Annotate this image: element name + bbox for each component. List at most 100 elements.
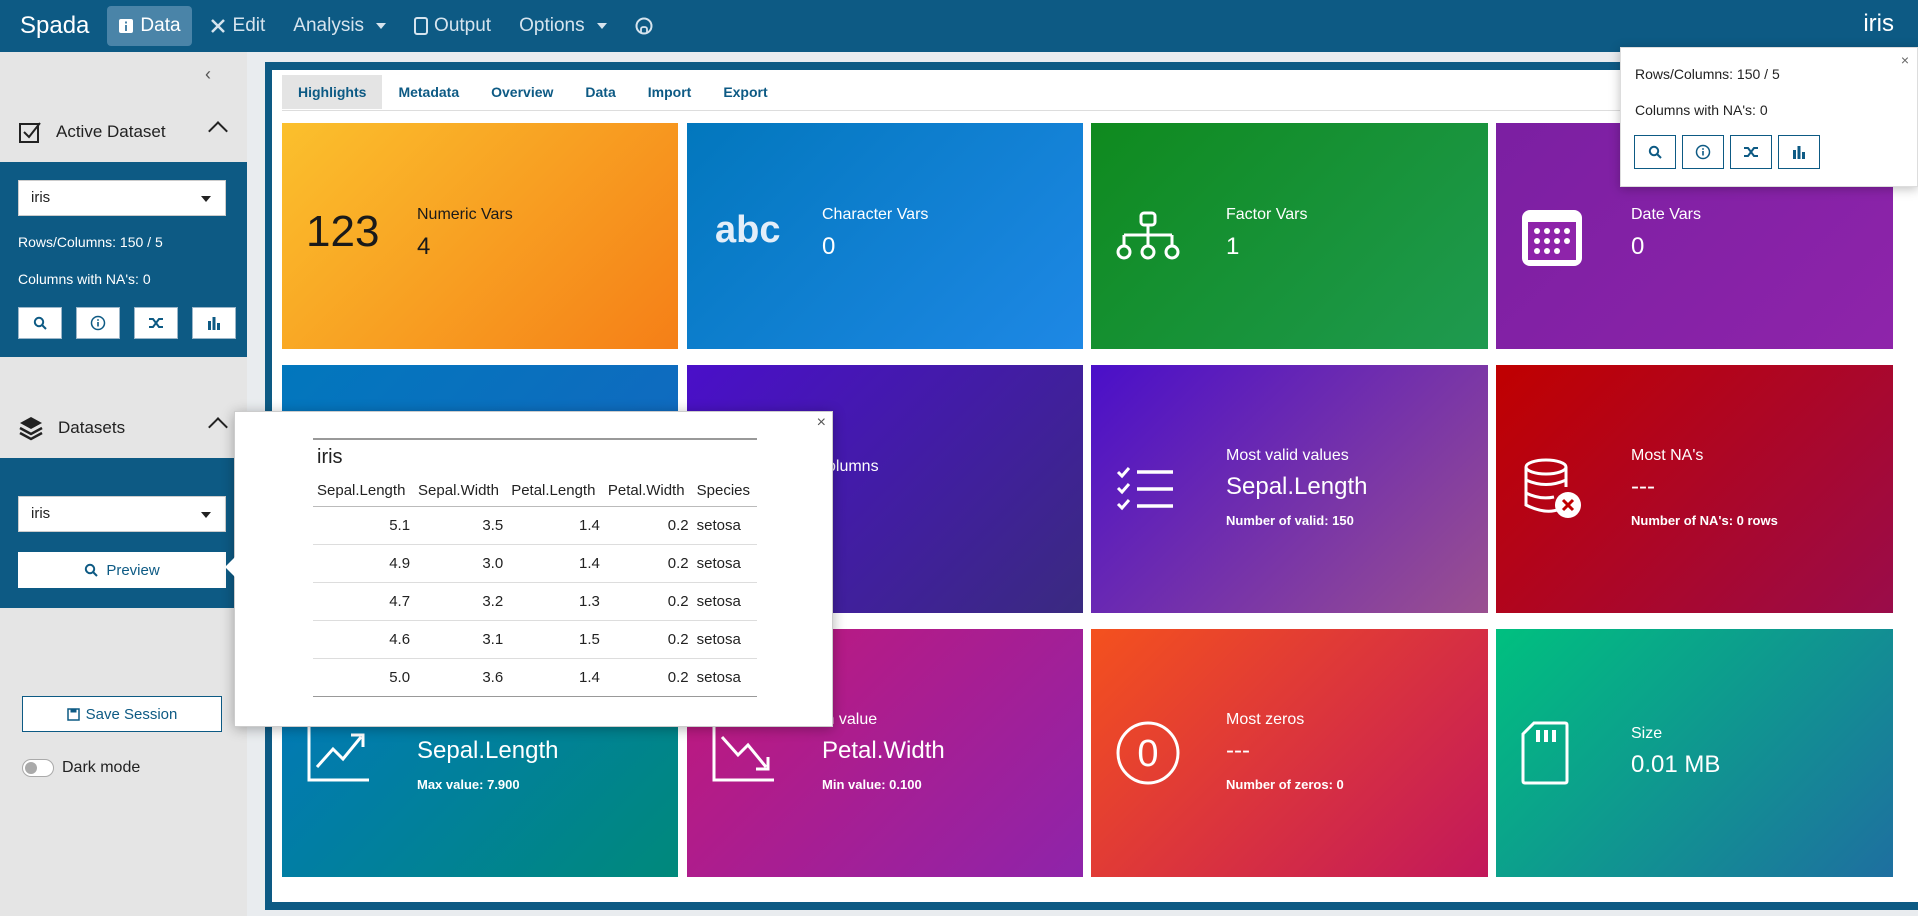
most-zeros-card: 0 Most zeros --- Number of zeros: 0 bbox=[1091, 629, 1488, 877]
most-na-sub: Number of NA's: 0 rows bbox=[1631, 513, 1778, 528]
chevron-left-icon[interactable]: ‹ bbox=[205, 64, 211, 84]
nav-analysis[interactable]: Analysis bbox=[282, 6, 397, 46]
preview-label: Preview bbox=[106, 561, 160, 579]
table-cell: 5.0 bbox=[313, 658, 415, 697]
tab-highlights[interactable]: Highlights bbox=[282, 75, 383, 109]
checkbox-icon bbox=[19, 122, 41, 143]
table-row: 5.0 3.6 1.4 0.2 setosa bbox=[313, 658, 757, 697]
chevron-up-icon[interactable] bbox=[208, 417, 228, 437]
current-dataset-name[interactable]: iris bbox=[1863, 10, 1894, 37]
chart-button[interactable] bbox=[192, 307, 236, 339]
popover-rows-columns: Rows/Columns: 150 / 5 bbox=[1635, 66, 1780, 82]
table-cell: 3.1 bbox=[414, 620, 508, 659]
dataset-info-popover: × Rows/Columns: 150 / 5 Columns with NA'… bbox=[1620, 47, 1918, 187]
date-vars-label: Date Vars bbox=[1631, 206, 1701, 223]
nav-output-label: Output bbox=[434, 15, 492, 36]
svg-text:0: 0 bbox=[1137, 733, 1158, 775]
table-header-row: Sepal.Length Sepal.Width Petal.Length Pe… bbox=[313, 475, 757, 507]
most-valid-card: Most valid values Sepal.Length Number of… bbox=[1091, 365, 1488, 613]
factor-vars-value: 1 bbox=[1226, 233, 1240, 260]
search-button[interactable] bbox=[18, 307, 62, 339]
tab-data[interactable]: Data bbox=[585, 84, 616, 100]
info-icon bbox=[119, 19, 134, 33]
list-check-icon bbox=[1116, 467, 1173, 511]
character-vars-card: abc Character Vars 0 bbox=[687, 123, 1083, 349]
nav-analysis-label: Analysis bbox=[293, 15, 365, 36]
save-session-button[interactable]: Save Session bbox=[22, 696, 222, 732]
active-dataset-value: iris bbox=[31, 189, 51, 206]
character-vars-label: Character Vars bbox=[822, 206, 929, 223]
character-vars-value: 0 bbox=[822, 233, 836, 260]
date-vars-value: 0 bbox=[1631, 233, 1645, 260]
table-cell: setosa bbox=[692, 582, 757, 621]
popover-chart-button[interactable] bbox=[1778, 135, 1820, 169]
nav-edit[interactable]: Edit bbox=[198, 6, 277, 46]
brand-logo[interactable]: Spada bbox=[20, 12, 90, 39]
nav-options-label: Options bbox=[519, 15, 585, 36]
tab-export[interactable]: Export bbox=[723, 84, 768, 100]
most-na-card: Most NA's --- Number of NA's: 0 rows bbox=[1496, 365, 1893, 613]
nav-options[interactable]: Options bbox=[508, 6, 617, 46]
sd-card-icon bbox=[1521, 721, 1569, 785]
chevron-up-icon[interactable] bbox=[208, 121, 228, 141]
tools-icon bbox=[210, 19, 225, 33]
column-header: Petal.Width bbox=[603, 475, 693, 507]
active-dataset-header[interactable]: Active Dataset bbox=[0, 102, 247, 162]
popover-shuffle-button[interactable] bbox=[1730, 135, 1772, 169]
table-cell: 1.4 bbox=[507, 506, 604, 545]
table-row: 4.6 3.1 1.5 0.2 setosa bbox=[313, 620, 757, 659]
table-cell: 0.2 bbox=[603, 506, 693, 545]
most-zeros-value: --- bbox=[1226, 737, 1250, 764]
factor-vars-label: Factor Vars bbox=[1226, 206, 1308, 223]
top-navbar: Spada Data Edit Analysis Output Options … bbox=[0, 0, 1918, 52]
layers-icon bbox=[19, 417, 43, 441]
dark-mode-toggle[interactable] bbox=[22, 759, 54, 777]
dropdown-arrow-icon bbox=[201, 512, 211, 518]
table-cell: 1.4 bbox=[507, 658, 604, 697]
info-circle-icon bbox=[1695, 144, 1711, 160]
dropdown-arrow-icon bbox=[201, 196, 211, 202]
column-header: Sepal.Width bbox=[414, 475, 508, 507]
dark-mode-label: Dark mode bbox=[62, 759, 141, 776]
close-icon[interactable]: × bbox=[816, 414, 826, 431]
tab-import[interactable]: Import bbox=[647, 84, 692, 100]
numeric-vars-card: 123 Numeric Vars 4 bbox=[282, 123, 678, 349]
table-row: 4.9 3.0 1.4 0.2 setosa bbox=[313, 544, 757, 583]
most-valid-value: Sepal.Length bbox=[1226, 473, 1368, 500]
table-cell: setosa bbox=[692, 658, 757, 697]
zero-circle-icon: 0 bbox=[1116, 721, 1180, 785]
active-dataset-title: Active Dataset bbox=[56, 122, 166, 141]
preview-button[interactable]: Preview bbox=[18, 552, 226, 588]
tab-metadata[interactable]: Metadata bbox=[398, 84, 460, 100]
tab-overview[interactable]: Overview bbox=[491, 84, 554, 100]
size-value: 0.01 MB bbox=[1631, 751, 1721, 778]
info-button[interactable] bbox=[76, 307, 120, 339]
table-cell: setosa bbox=[692, 506, 757, 545]
min-value-label: in value bbox=[822, 711, 878, 728]
shuffle-button[interactable] bbox=[134, 307, 178, 339]
rows-columns-info: Rows/Columns: 150 / 5 bbox=[18, 234, 163, 250]
table-cell: 3.5 bbox=[414, 506, 508, 545]
most-na-value: --- bbox=[1631, 473, 1655, 500]
active-dataset-select[interactable]: iris bbox=[18, 180, 226, 216]
popover-info-button[interactable] bbox=[1682, 135, 1724, 169]
factor-vars-card: Factor Vars 1 bbox=[1091, 123, 1488, 349]
table-cell: 0.2 bbox=[603, 620, 693, 659]
nav-data[interactable]: Data bbox=[107, 6, 192, 46]
sidebar: ‹ Active Dataset iris Rows/Columns: 150 … bbox=[0, 52, 247, 916]
max-value-var: Sepal.Length bbox=[417, 737, 559, 764]
column-header: Species bbox=[692, 475, 757, 507]
nav-output[interactable]: Output bbox=[403, 6, 502, 46]
chevron-down-icon bbox=[376, 23, 387, 29]
numeric-vars-label: Numeric Vars bbox=[417, 206, 513, 223]
calendar-icon bbox=[1522, 210, 1582, 266]
columns-na-info: Columns with NA's: 0 bbox=[18, 271, 151, 287]
github-link[interactable] bbox=[624, 8, 664, 44]
character-icon: abc bbox=[715, 209, 781, 251]
table-cell: 0.2 bbox=[603, 658, 693, 697]
popover-columns-na: Columns with NA's: 0 bbox=[1635, 102, 1768, 118]
datasets-header[interactable]: Datasets bbox=[0, 398, 247, 458]
datasets-select[interactable]: iris bbox=[18, 496, 226, 532]
close-icon[interactable]: × bbox=[1900, 52, 1909, 68]
popover-search-button[interactable] bbox=[1634, 135, 1676, 169]
